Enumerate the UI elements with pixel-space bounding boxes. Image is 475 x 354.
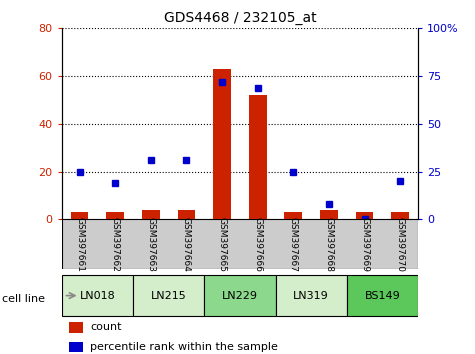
Text: LN018: LN018 [79, 291, 115, 301]
Bar [276, 275, 347, 316]
Bar [71, 212, 88, 219]
Text: cell line: cell line [2, 294, 46, 304]
Bar [62, 275, 133, 316]
Bar [69, 342, 83, 352]
Text: LN319: LN319 [293, 291, 329, 301]
Title: GDS4468 / 232105_at: GDS4468 / 232105_at [163, 11, 316, 24]
Text: GSM397662: GSM397662 [111, 217, 120, 272]
Text: percentile rank within the sample: percentile rank within the sample [90, 342, 278, 352]
Bar [133, 275, 204, 316]
Text: GSM397667: GSM397667 [289, 217, 298, 272]
Text: GSM397668: GSM397668 [324, 217, 333, 272]
Bar [356, 212, 373, 219]
Bar [285, 212, 302, 219]
Text: count: count [90, 322, 122, 332]
Bar [178, 210, 195, 219]
Text: GSM397666: GSM397666 [253, 217, 262, 272]
Bar [249, 95, 266, 219]
Text: GSM397669: GSM397669 [360, 217, 369, 272]
Text: GSM397661: GSM397661 [75, 217, 84, 272]
Bar [142, 210, 160, 219]
Bar [204, 275, 276, 316]
Bar [213, 69, 231, 219]
Bar [69, 322, 83, 333]
Bar [347, 275, 418, 316]
Text: LN215: LN215 [151, 291, 187, 301]
Text: LN229: LN229 [222, 291, 258, 301]
Text: GSM397664: GSM397664 [182, 217, 191, 272]
Text: GSM397665: GSM397665 [218, 217, 227, 272]
Text: GSM397670: GSM397670 [396, 217, 405, 272]
Text: BS149: BS149 [364, 291, 400, 301]
Bar [391, 212, 409, 219]
Bar [320, 210, 338, 219]
Bar [106, 212, 124, 219]
Text: GSM397663: GSM397663 [146, 217, 155, 272]
